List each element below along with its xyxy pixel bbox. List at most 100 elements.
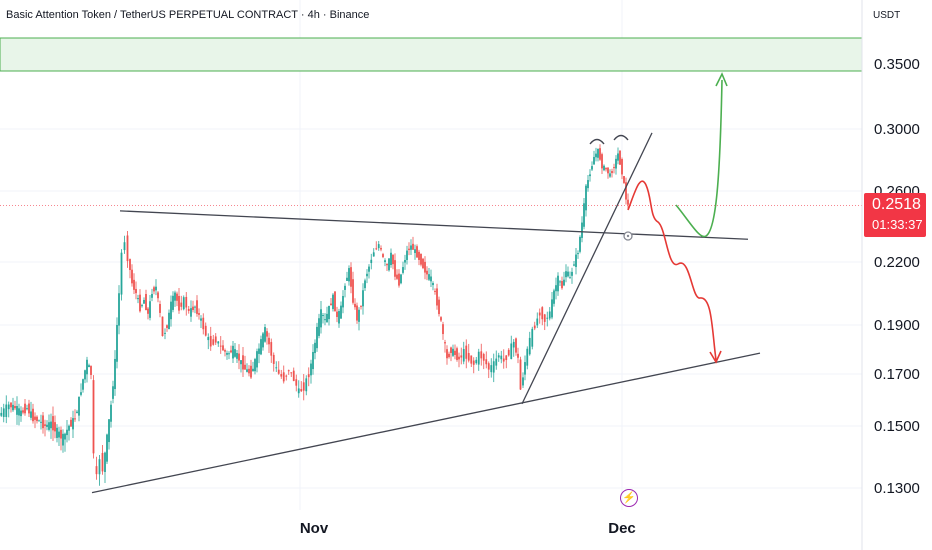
candle-body [238,353,240,361]
trendlines [91,132,761,494]
candle-body [174,292,176,301]
trendline-rising-support[interactable] [521,132,653,405]
candle-body [66,429,68,436]
candle-body [617,153,619,161]
candle-body [605,167,607,170]
candle-body [404,259,406,263]
candle-body [422,258,424,269]
candle-body [70,419,72,427]
candle-body [597,148,599,158]
candle-body [519,359,522,390]
candle-body [402,267,404,273]
candle-body [593,156,595,165]
candle-body [368,266,370,272]
y-tick-label: 0.1300 [874,480,920,497]
candle-body [340,305,342,319]
candle-body [621,159,623,175]
candle-body [178,295,180,311]
candle-body [137,298,139,300]
candle-body [462,348,465,362]
candle-body [88,365,90,368]
candle-body [541,307,544,320]
candle-body [627,199,629,205]
candle-body [454,350,456,355]
candle-body [531,328,534,347]
candle-body [553,290,555,304]
candle-body [277,369,280,374]
candle-body [338,311,340,324]
candle-body [214,336,217,343]
candle-body [54,422,56,432]
trendline-triangle-bottom[interactable] [91,352,761,494]
candle-body [101,452,104,472]
candle-body [440,317,442,321]
candle-body [182,297,185,310]
candle-body [342,296,344,308]
candle-body [406,250,408,260]
breakout-marker-dot [626,234,630,238]
candle-body [334,291,336,312]
trendline-triangle-top[interactable] [119,210,749,240]
candle-body [240,360,242,365]
candle-body [84,370,86,380]
candle-body [623,176,625,183]
candle-body [250,365,252,378]
candle-body [400,274,402,284]
candle-body [571,271,573,276]
candle-body [533,325,536,329]
candle-body [159,303,161,313]
candle-body [258,348,260,354]
candle-body [316,326,318,349]
candle-body [392,254,394,265]
currency-unit: USDT [873,10,901,21]
candle-body [147,308,149,314]
candle-body [24,403,26,414]
candle-body [332,294,334,310]
candle-body [470,355,473,364]
candle-body [548,311,551,319]
candle-body [50,421,52,429]
candle-body [482,354,485,361]
candle-body [145,294,147,311]
candle-body [609,173,611,177]
candle-body [396,274,398,279]
candle-body [436,288,438,306]
candle-body [80,392,82,395]
candle-body [20,410,22,417]
candle-body [366,273,368,277]
chart-title: Basic Attention Token / TetherUS PERPETU… [6,9,370,21]
candle-body [104,452,106,473]
lightning-icon[interactable]: ⚡ [620,489,638,507]
candle-body [322,315,324,317]
candle-body [292,370,295,381]
candle-body [280,374,283,377]
candle-body [458,356,460,360]
candle-body [438,299,440,315]
candle-body [352,279,354,303]
candle-body [557,275,559,292]
candle-body [297,388,300,394]
bearish-projection-arrow [627,180,717,361]
candle-body [324,319,326,321]
candle-body [430,276,432,282]
candle-body [224,350,226,352]
candle-body [141,305,143,307]
candle-body [492,361,495,373]
candle-body [268,337,270,345]
candle-body [44,424,46,426]
candle-body [32,408,34,422]
candle-body [380,247,382,250]
candle-body [266,331,268,337]
candle-body [563,279,565,286]
candle-body [58,431,60,438]
candle-body [336,311,338,317]
candle-body [589,174,591,177]
candle-body [595,153,597,158]
candle-body [414,249,416,253]
candle-body [260,339,262,355]
candle-body [551,299,553,318]
candle-body [358,309,360,322]
candle-body [465,345,468,359]
candle-body [246,369,248,372]
